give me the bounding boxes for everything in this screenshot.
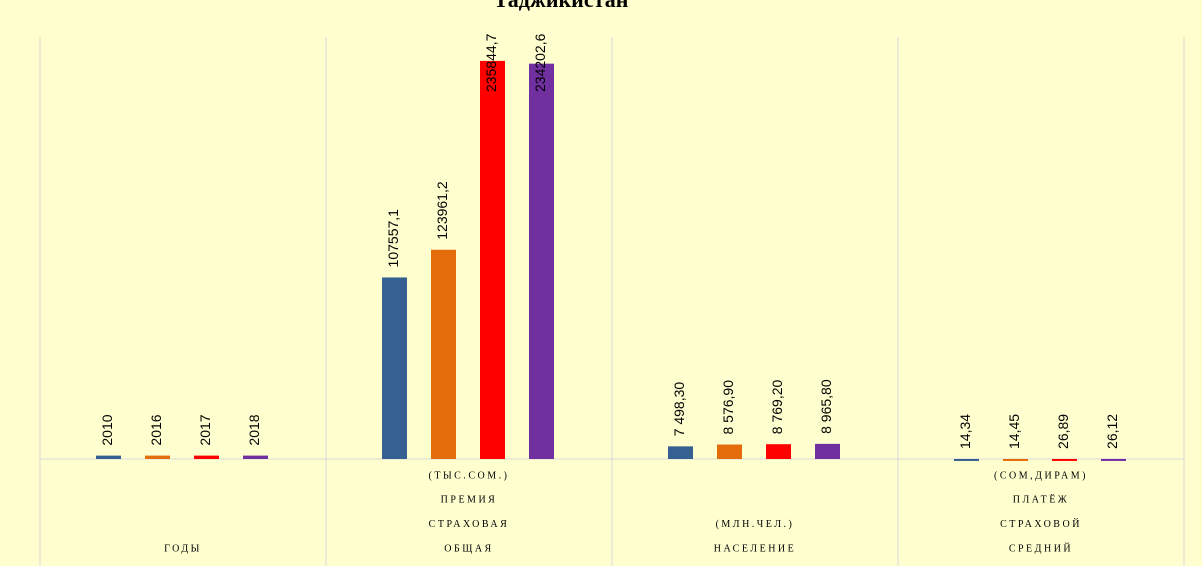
data-label: 2018 xyxy=(246,414,262,445)
x-tick-label: СРЕДНИЙ xyxy=(1009,542,1073,554)
data-label: 2010 xyxy=(99,414,115,445)
bar xyxy=(668,446,693,459)
x-tick-label: (СОМ,ДИРАМ) xyxy=(994,470,1088,481)
x-tick-label: НАСЕЛЕНИЕ xyxy=(714,543,797,554)
bar xyxy=(1101,458,1126,461)
data-label: 8 769,20 xyxy=(769,379,785,434)
data-label: 7 498,30 xyxy=(671,382,687,437)
bar xyxy=(954,458,979,461)
bar xyxy=(1003,458,1028,461)
data-label: 8 576,90 xyxy=(720,380,736,435)
bar xyxy=(1052,458,1077,461)
bar xyxy=(766,444,791,459)
chart-title: Таджикистан xyxy=(494,0,629,12)
x-tick-label: (МЛН.ЧЕЛ.) xyxy=(716,519,795,530)
data-label: 26,89 xyxy=(1055,414,1071,449)
data-label: 107557,1 xyxy=(385,209,401,268)
x-tick-label: ОБЩАЯ xyxy=(444,543,493,554)
bar xyxy=(717,444,742,459)
data-label: 234202,6 xyxy=(532,33,548,92)
bar xyxy=(243,455,268,459)
bar xyxy=(145,455,170,459)
bar xyxy=(431,249,456,459)
data-label: 235844,7 xyxy=(483,33,499,92)
bar xyxy=(815,443,840,459)
x-tick-label: СТРАХОВАЯ xyxy=(429,519,510,530)
bar xyxy=(194,455,219,459)
data-label: 2017 xyxy=(197,414,213,445)
x-tick-label: ПРЕМИЯ xyxy=(441,495,498,506)
x-tick-label: (ТЫС.СОМ.) xyxy=(429,470,510,481)
data-label: 2016 xyxy=(148,414,164,445)
bar xyxy=(96,455,121,459)
data-label: 14,45 xyxy=(1006,414,1022,449)
x-tick-label: ГОДЫ xyxy=(164,543,202,554)
bar xyxy=(382,277,407,459)
bar xyxy=(529,63,554,459)
bar xyxy=(480,60,505,460)
x-tick-label: СТРАХОВОЙ xyxy=(1000,518,1082,530)
data-label: 26,12 xyxy=(1104,414,1120,449)
data-label: 8 965,80 xyxy=(818,379,834,434)
data-label: 123961,2 xyxy=(434,181,450,240)
x-tick-label: ПЛАТЁЖ xyxy=(1013,494,1070,506)
data-label: 14,34 xyxy=(957,414,973,449)
